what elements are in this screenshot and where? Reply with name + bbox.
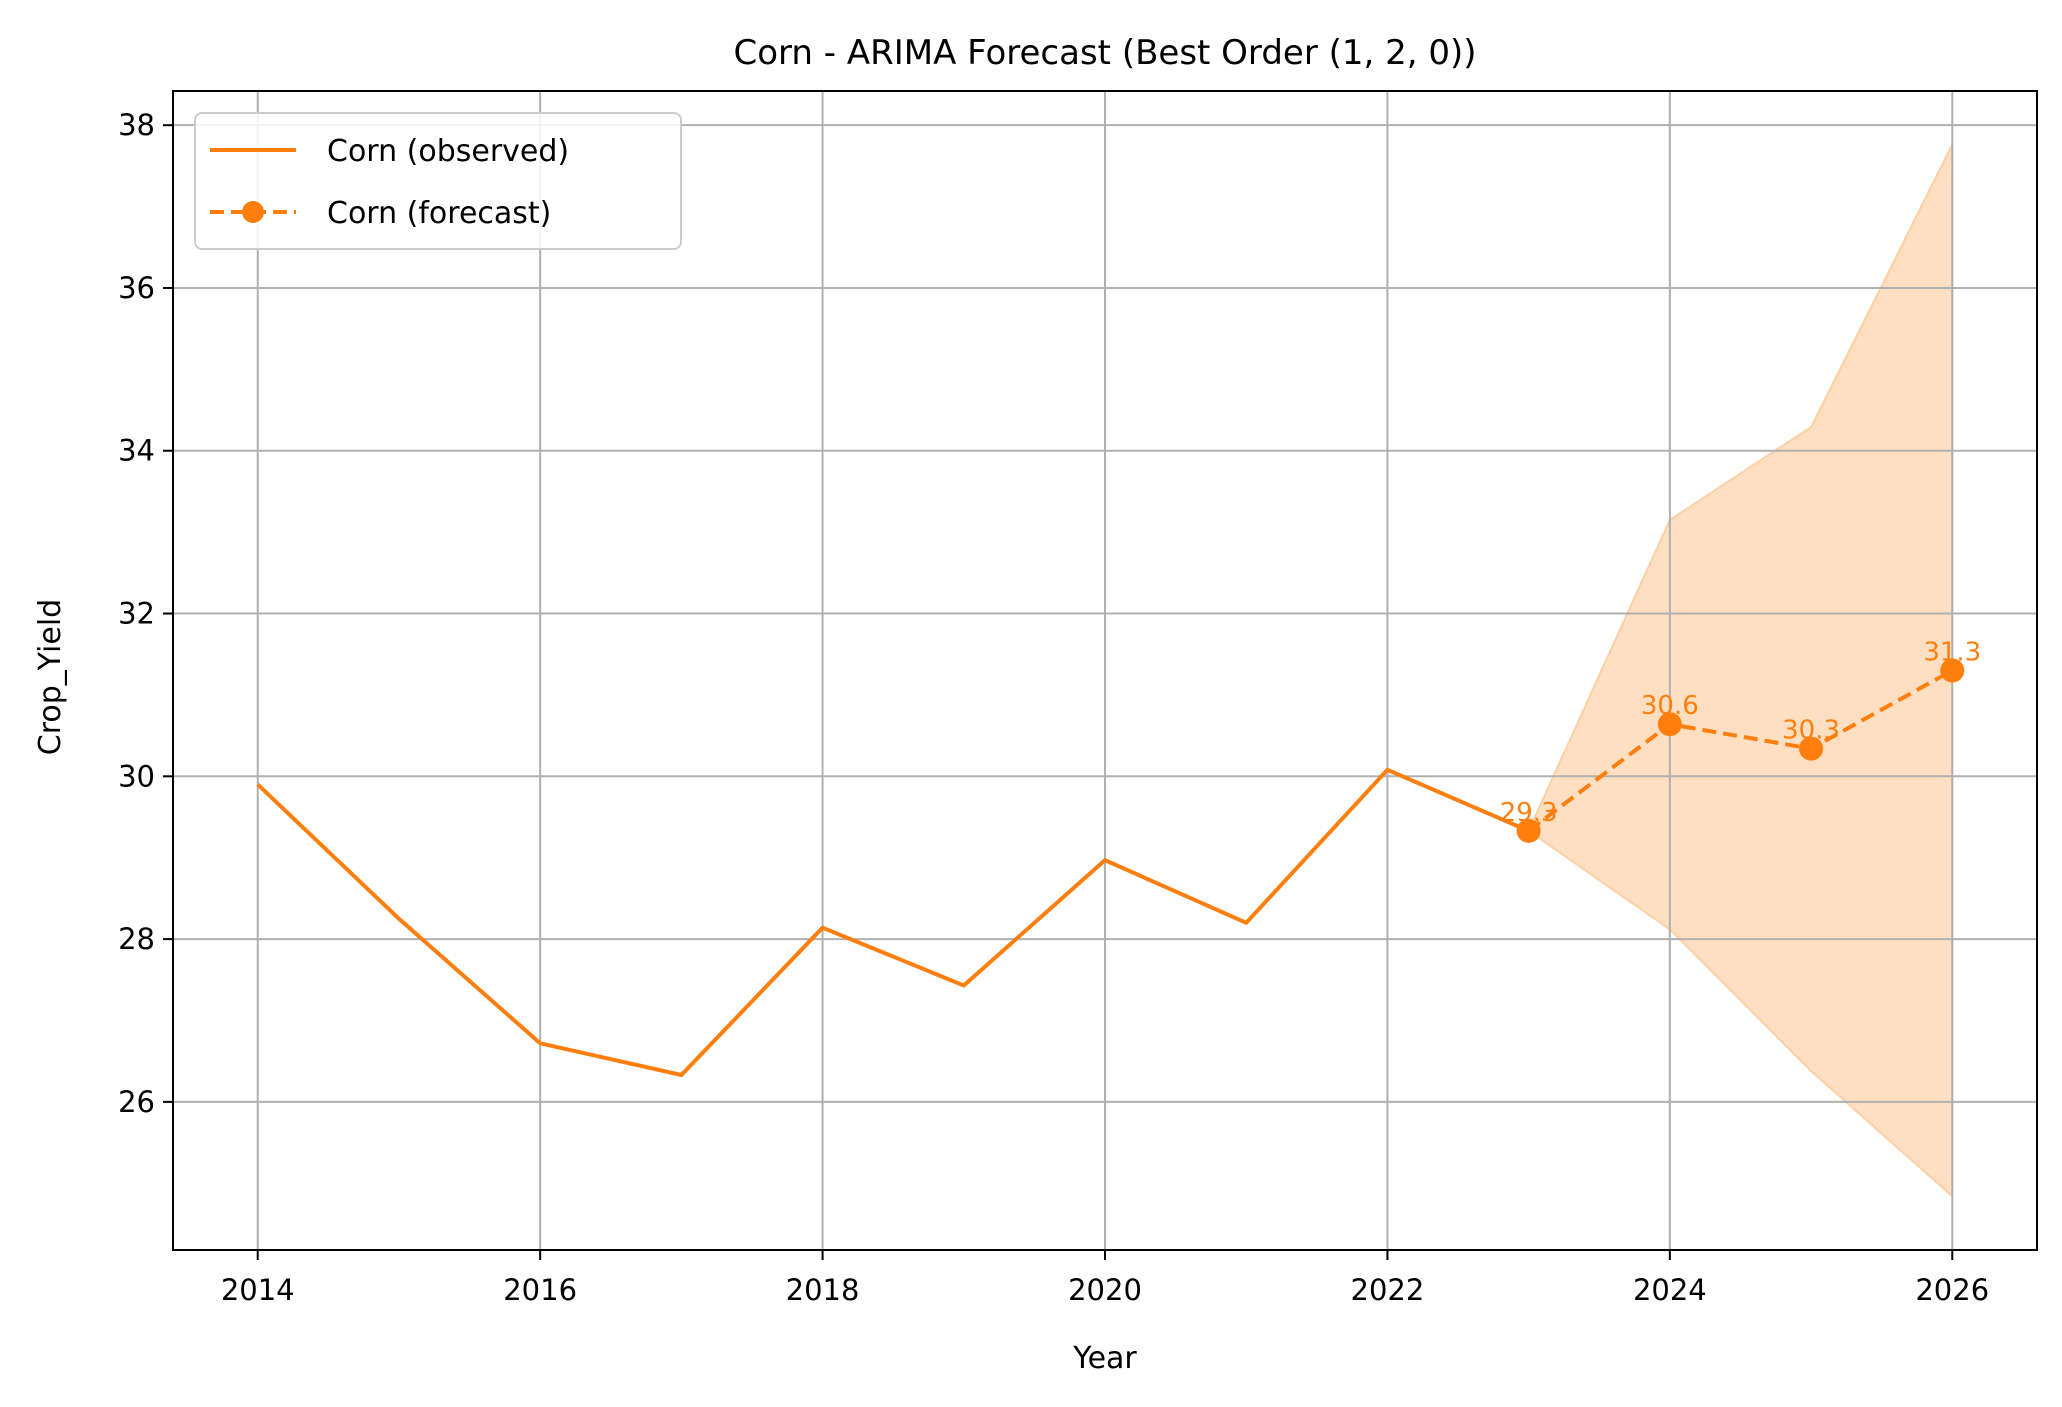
data-label-layer: 29.3 30.6 30.3 31.3: [1500, 638, 1982, 828]
observed-series-line: [256, 767, 1530, 1078]
x-tick-label: 2016: [503, 1273, 577, 1307]
legend-observed-label: Corn (observed): [327, 134, 569, 169]
y-tick-label: 34: [118, 434, 155, 468]
y-axis-label: Crop_Yield: [33, 599, 68, 755]
y-tick-label: 30: [118, 759, 155, 793]
forecast-data-label: 30.6: [1641, 691, 1699, 721]
forecast-data-label: 29.3: [1500, 798, 1558, 828]
forecast-point: [1657, 712, 1682, 737]
x-axis-label: Year: [1072, 1341, 1137, 1376]
x-tick-label: 2018: [786, 1273, 860, 1307]
forecast-data-label: 31.3: [1923, 638, 1981, 668]
legend-forecast-label: Corn (forecast): [327, 196, 551, 231]
y-tick-label: 36: [118, 271, 155, 305]
legend-box: [194, 112, 682, 250]
forecast-point: [1516, 818, 1541, 843]
x-tick-label: 2022: [1351, 1273, 1425, 1307]
forecast-series-line: [1527, 668, 1954, 833]
forecast-data-label: 30.3: [1782, 716, 1840, 746]
x-tick-label: 2024: [1633, 1273, 1707, 1307]
y-tick-label: 28: [118, 922, 155, 956]
chart-title: Corn - ARIMA Forecast (Best Order (1, 2,…: [733, 33, 1476, 73]
y-tick-label: 38: [118, 108, 155, 142]
y-tick-label: 26: [118, 1085, 155, 1119]
y-tick-label: 32: [118, 597, 155, 631]
legend: Corn (observed) Corn (forecast): [194, 112, 682, 250]
grid-layer: [173, 91, 2037, 1250]
series-layer: [256, 658, 1965, 1078]
tick-layer: 2014 2016 2018 2020 2022 2024 2026 26 28 30 32 34 36…: [118, 108, 1989, 1307]
forecast-point: [1940, 658, 1965, 683]
x-tick-label: 2026: [1915, 1273, 1989, 1307]
legend-forecast-marker: [242, 201, 264, 223]
x-tick-label: 2014: [221, 1273, 295, 1307]
x-tick-label: 2020: [1068, 1273, 1142, 1307]
forecast-point: [1799, 736, 1824, 761]
